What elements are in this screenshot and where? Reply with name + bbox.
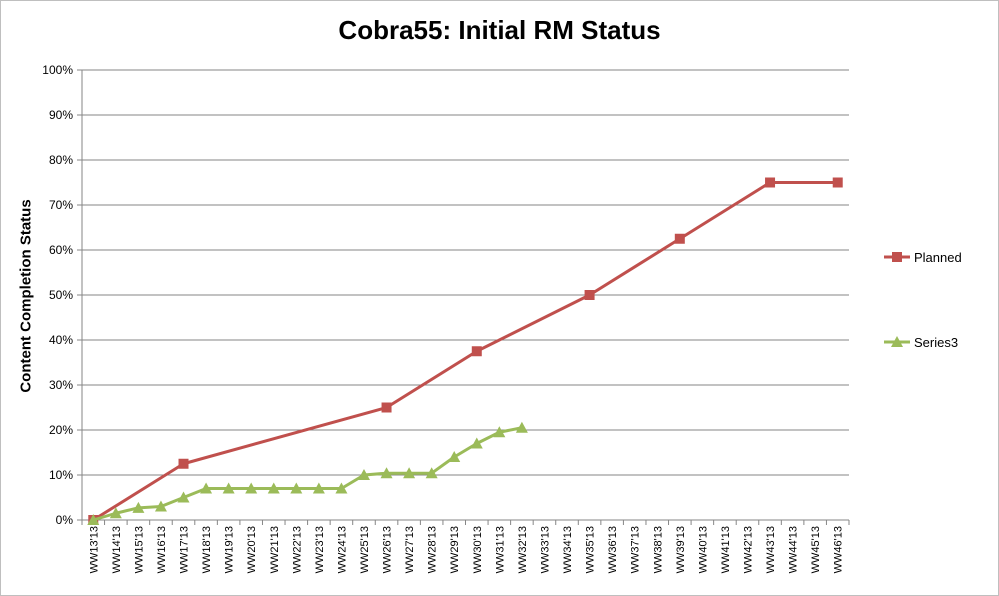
data-point bbox=[891, 336, 903, 347]
data-point bbox=[177, 491, 190, 503]
x-tick-labels: WW13'13 WW14'13 WW15'13 WW16'13 WW17'13 WW18'… bbox=[88, 526, 844, 573]
x-tick-label: WW27'13 bbox=[404, 526, 416, 573]
legend-entry: Series3 bbox=[884, 335, 958, 350]
x-tick-label: WW45'13 bbox=[810, 526, 822, 573]
x-tick-label: WW29'13 bbox=[449, 526, 461, 573]
x-tick-label: WW46'13 bbox=[833, 526, 845, 573]
legend-label: Planned bbox=[914, 250, 962, 265]
data-point bbox=[132, 501, 145, 513]
y-tick-label: 10% bbox=[49, 468, 73, 482]
data-point bbox=[109, 507, 122, 519]
x-tick-label: WW14'13 bbox=[111, 526, 123, 573]
x-tick-label: WW43'13 bbox=[765, 526, 777, 573]
x-tick-label: WW30'13 bbox=[472, 526, 484, 573]
series-planned bbox=[88, 177, 843, 525]
y-tick-label: 90% bbox=[49, 108, 73, 122]
legend-entry: Planned bbox=[884, 250, 962, 265]
x-tick-label: WW23'13 bbox=[314, 526, 326, 573]
x-tick-label: WW26'13 bbox=[382, 526, 394, 573]
x-tick-label: WW31'13 bbox=[494, 526, 506, 573]
legend: Planned Series3 bbox=[884, 250, 962, 350]
x-tick-label: WW36'13 bbox=[607, 526, 619, 573]
data-point bbox=[381, 402, 392, 413]
data-point bbox=[471, 346, 482, 357]
data-point bbox=[832, 177, 843, 188]
x-tick-label: WW18'13 bbox=[201, 526, 213, 573]
x-tick-label: WW21'13 bbox=[269, 526, 281, 573]
data-point bbox=[267, 482, 280, 494]
x-tick-label: WW41'13 bbox=[720, 526, 732, 573]
y-tick-label: 80% bbox=[49, 153, 73, 167]
series-line bbox=[92, 181, 838, 522]
y-tick-labels: 0% 10% 20% 30% 40% 50% 60% 70% 80% 90% 100% bbox=[42, 63, 73, 527]
chart-title: Cobra55: Initial RM Status bbox=[338, 15, 661, 45]
data-point bbox=[515, 421, 528, 433]
y-tick-label: 0% bbox=[56, 513, 74, 527]
x-tick-label: WW37'13 bbox=[630, 526, 642, 573]
y-tick-label: 30% bbox=[49, 378, 73, 392]
x-tick-label: WW39'13 bbox=[675, 526, 687, 573]
legend-label: Series3 bbox=[914, 335, 958, 350]
y-tick-label: 40% bbox=[49, 333, 73, 347]
data-point bbox=[493, 426, 506, 438]
y-tick-label: 50% bbox=[49, 288, 73, 302]
x-tick-label: WW15'13 bbox=[133, 526, 145, 573]
data-point bbox=[765, 177, 776, 188]
x-tick-label: WW25'13 bbox=[359, 526, 371, 573]
x-tick-label: WW34'13 bbox=[562, 526, 574, 573]
data-point bbox=[380, 467, 393, 479]
x-tick-label: WW28'13 bbox=[427, 526, 439, 573]
data-point bbox=[154, 500, 167, 512]
data-point bbox=[290, 482, 303, 494]
data-point bbox=[200, 482, 213, 494]
y-tick-label: 100% bbox=[42, 63, 73, 77]
data-point bbox=[674, 233, 685, 244]
x-tick-label: WW19'13 bbox=[224, 526, 236, 573]
x-tick-label: WW13'13 bbox=[88, 526, 100, 573]
data-point bbox=[222, 482, 235, 494]
x-tick-label: WW24'13 bbox=[336, 526, 348, 573]
x-tick-label: WW17'13 bbox=[179, 526, 191, 573]
data-point bbox=[403, 467, 416, 479]
series-line bbox=[92, 426, 523, 522]
x-tick-label: WW40'13 bbox=[697, 526, 709, 573]
data-point bbox=[178, 458, 189, 469]
y-tick-label: 60% bbox=[49, 243, 73, 257]
gridlines bbox=[82, 69, 849, 476]
x-tick-label: WW16'13 bbox=[156, 526, 168, 573]
x-tick-label: WW20'13 bbox=[246, 526, 258, 573]
data-point bbox=[312, 482, 325, 494]
series-layer bbox=[87, 177, 843, 525]
y-tick-label: 20% bbox=[49, 423, 73, 437]
x-tick-label: WW44'13 bbox=[788, 526, 800, 573]
x-tick-label: WW42'13 bbox=[742, 526, 754, 573]
data-point bbox=[448, 451, 461, 462]
x-tick-label: WW22'13 bbox=[291, 526, 303, 573]
y-tick-label: 70% bbox=[49, 198, 73, 212]
data-point bbox=[470, 437, 483, 449]
data-point bbox=[87, 514, 100, 525]
x-tick-label: WW32'13 bbox=[517, 526, 529, 573]
data-point bbox=[584, 290, 595, 300]
x-tick-label: WW35'13 bbox=[585, 526, 597, 573]
data-point bbox=[357, 469, 370, 480]
data-point bbox=[892, 252, 902, 262]
x-tick-label: WW38'13 bbox=[652, 526, 664, 573]
data-point bbox=[335, 482, 348, 494]
x-tick-label: WW33'13 bbox=[539, 526, 551, 573]
data-point bbox=[425, 467, 438, 479]
series-series3 bbox=[87, 421, 528, 525]
data-point bbox=[245, 482, 258, 494]
axes bbox=[77, 69, 850, 525]
